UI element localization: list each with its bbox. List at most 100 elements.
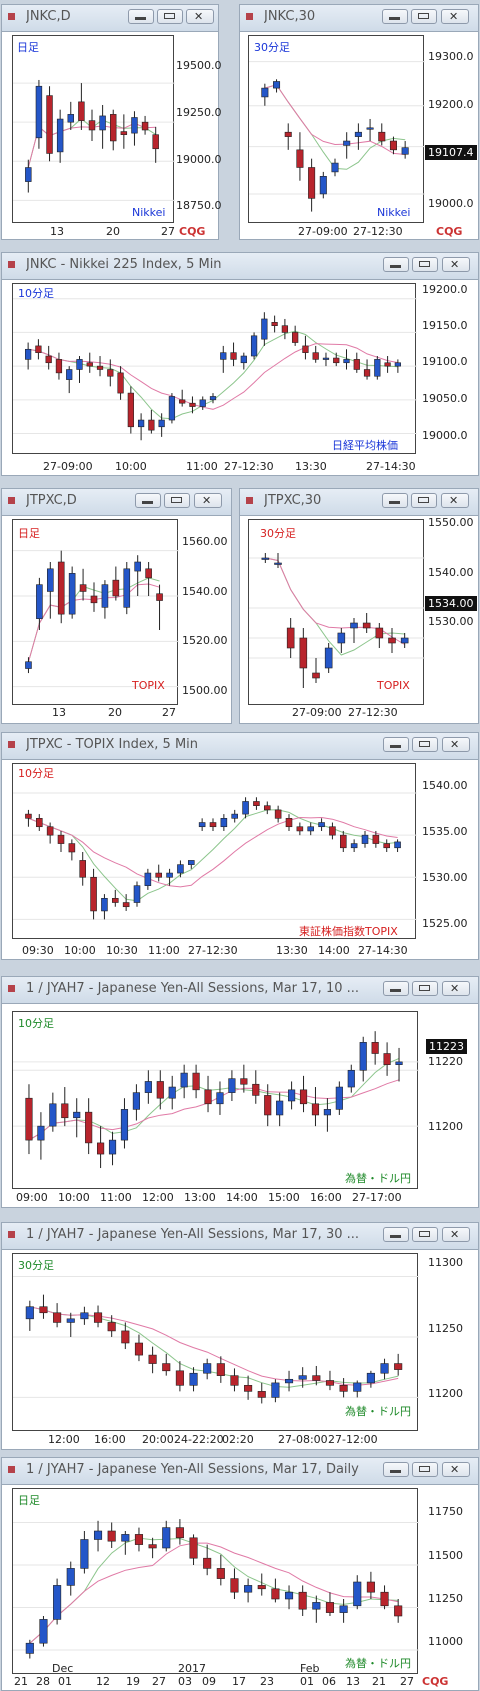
minimize-button[interactable] <box>128 9 154 24</box>
source-label: 日経平均株価 <box>332 439 398 452</box>
x-tick: 06 <box>322 1675 336 1688</box>
candle-body <box>361 834 369 844</box>
maximize-button[interactable] <box>412 981 438 996</box>
plot-area[interactable] <box>12 1253 419 1431</box>
minimize-button[interactable] <box>135 493 161 508</box>
plot-area[interactable] <box>12 1011 419 1189</box>
candle-body <box>175 1527 184 1539</box>
title-bar[interactable]: 1 / JYAH7 - Japanese Yen-All Sessions, M… <box>2 977 478 1004</box>
minimize-button[interactable] <box>382 9 408 24</box>
candle-body <box>76 359 83 370</box>
candle-body <box>35 818 43 828</box>
chart-window-jyah7-30min[interactable]: 1 / JYAH7 - Japanese Yen-All Sessions, M… <box>1 1222 479 1450</box>
candle-body <box>261 318 268 340</box>
maximize-button[interactable] <box>164 493 190 508</box>
maximize-button[interactable] <box>412 257 438 272</box>
candle-body <box>350 622 358 629</box>
x-tick: 20 <box>106 225 120 238</box>
candle-body <box>66 1318 75 1323</box>
candle-body <box>133 885 141 903</box>
chart-window-jyah7-daily[interactable]: 1 / JYAH7 - Japanese Yen-All Sessions, M… <box>1 1457 479 1691</box>
plot-area[interactable] <box>12 519 179 705</box>
close-button[interactable]: ✕ <box>442 737 470 752</box>
x-tick: 09:00 <box>16 1191 48 1204</box>
maximize-button[interactable] <box>412 737 438 752</box>
candle-body <box>37 1125 45 1141</box>
moving-average-line-slow <box>264 84 406 155</box>
window-title: JTPXC,30 <box>264 493 322 508</box>
candle-body <box>261 87 269 98</box>
candle-body <box>175 1370 184 1386</box>
candle-body <box>325 1602 335 1613</box>
title-bar[interactable]: JTPXC - TOPIX Index, 5 Min ✕ <box>2 733 478 760</box>
maximize-button[interactable] <box>157 9 183 24</box>
close-button[interactable]: ✕ <box>442 1462 470 1477</box>
maximize-button[interactable] <box>412 1227 438 1242</box>
candle-body <box>120 1109 129 1141</box>
y-tick: 19500.0 <box>176 59 222 72</box>
close-button[interactable]: ✕ <box>442 257 470 272</box>
title-bar[interactable]: JNKC,30 ✕ <box>240 5 478 32</box>
title-bar[interactable]: JTPXC,30 ✕ <box>240 489 478 516</box>
title-bar[interactable]: 1 / JYAH7 - Japanese Yen-All Sessions, M… <box>2 1223 478 1250</box>
x-tick: 27-12:30 <box>224 460 274 473</box>
y-tick: 19000.0 <box>422 429 468 442</box>
chart-window-jtpxc-5min[interactable]: JTPXC - TOPIX Index, 5 Min ✕ 10分足 東証株価指数… <box>1 732 479 960</box>
plot-area[interactable] <box>12 1488 419 1674</box>
minimize-button[interactable] <box>383 1462 409 1477</box>
minimize-button[interactable] <box>383 737 409 752</box>
close-button[interactable]: ✕ <box>442 1227 470 1242</box>
candle-body <box>353 1581 362 1607</box>
candle-body <box>123 568 131 608</box>
close-button[interactable]: ✕ <box>186 9 214 24</box>
plot-area[interactable] <box>12 763 417 939</box>
maximize-button[interactable] <box>411 9 437 24</box>
candle-body <box>68 573 76 615</box>
chart-window-jtpxc-daily[interactable]: JTPXC,D ✕ 日足 TOPIX 1560.00 1540.00 1520.… <box>1 488 232 724</box>
candle-body <box>55 359 63 374</box>
window-title: JTPXC - TOPIX Index, 5 Min <box>26 737 199 752</box>
plot-area[interactable] <box>12 283 417 454</box>
y-tick: 1535.00 <box>422 825 468 838</box>
plot-area[interactable] <box>248 519 425 705</box>
app-icon <box>8 261 15 268</box>
candle-body <box>117 372 124 394</box>
y-tick: 11000 <box>428 1635 463 1648</box>
chart-window-jtpxc-30min[interactable]: JTPXC,30 ✕ 30分足 TOPIX 1550.00 1540.00 15… <box>239 488 479 724</box>
minimize-button[interactable] <box>382 493 408 508</box>
plot-area[interactable] <box>248 35 425 223</box>
chart-window-jnkc-5min[interactable]: JNKC - Nikkei 225 Index, 5 Min ✕ 10分足 日経… <box>1 252 479 476</box>
minimize-button[interactable] <box>383 1227 409 1242</box>
title-bar[interactable]: JTPXC,D ✕ <box>2 489 231 516</box>
x-tick: 09:30 <box>22 944 54 957</box>
close-button[interactable]: ✕ <box>442 981 470 996</box>
close-button[interactable]: ✕ <box>194 493 222 508</box>
chart-window-jnkc-daily[interactable]: JNKC,D ✕ 日足 Nikkei 19500.0 19250.0 19000… <box>1 4 222 240</box>
candle-body <box>230 1375 239 1386</box>
x-tick: 27-14:30 <box>358 944 408 957</box>
plot-area[interactable] <box>12 35 175 223</box>
candle-body <box>25 661 32 669</box>
candle-body <box>101 898 108 912</box>
x-tick: 01 <box>300 1675 314 1688</box>
close-button[interactable]: ✕ <box>441 493 469 508</box>
close-button[interactable]: ✕ <box>441 9 469 24</box>
title-bar[interactable]: 1 / JYAH7 - Japanese Yen-All Sessions, M… <box>2 1458 478 1485</box>
candle-body <box>366 127 374 130</box>
chart-window-jnkc-30min[interactable]: JNKC,30 ✕ 30分足 Nikkei 19300.0 19200.0 19… <box>239 4 479 240</box>
chart-window-jyah7-10min[interactable]: 1 / JYAH7 - Japanese Yen-All Sessions, M… <box>1 976 479 1208</box>
maximize-button[interactable] <box>411 493 437 508</box>
candle-body <box>312 352 319 360</box>
candle-body <box>394 1363 403 1370</box>
minimize-button[interactable] <box>383 981 409 996</box>
maximize-button[interactable] <box>412 1462 438 1477</box>
y-tick: 11500 <box>428 1549 463 1562</box>
minimize-button[interactable] <box>383 257 409 272</box>
candle-body <box>354 131 362 137</box>
candle-body <box>273 81 281 89</box>
candle-body <box>192 1072 200 1091</box>
title-bar[interactable]: JNKC,D ✕ <box>2 5 218 32</box>
title-bar[interactable]: JNKC - Nikkei 225 Index, 5 Min ✕ <box>2 253 478 280</box>
candle-body <box>362 622 371 629</box>
candle-body <box>134 1342 144 1356</box>
